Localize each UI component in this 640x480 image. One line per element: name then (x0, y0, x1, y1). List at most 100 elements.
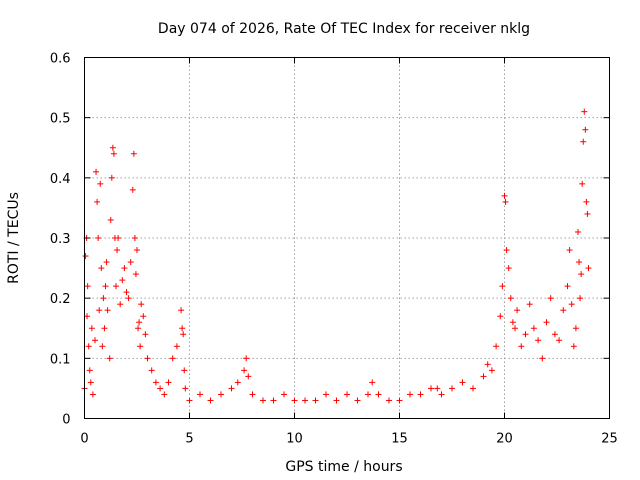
data-point (583, 198, 590, 205)
data-point (92, 337, 98, 344)
data-point (134, 247, 140, 254)
data-point (407, 391, 413, 398)
data-point (135, 325, 142, 332)
data-point (115, 235, 122, 241)
data-point (89, 391, 96, 398)
data-point (564, 283, 571, 290)
data-point (291, 397, 298, 404)
data-point (119, 277, 126, 284)
data-point (207, 397, 214, 404)
data-point (480, 373, 487, 380)
chart-title: Day 074 of 2026, Rate Of TEC Index for r… (158, 21, 530, 37)
axis-ticks: 0 5 10 15 20 25 0 0.1 0.2 0.3 0.4 0.5 0.6 (50, 52, 618, 447)
data-point (129, 186, 136, 193)
data-point (249, 391, 256, 398)
data-point (580, 138, 587, 145)
data-point (312, 397, 319, 404)
data-point (157, 385, 164, 392)
data-point (514, 307, 521, 314)
data-point (93, 168, 100, 175)
data-point (180, 331, 187, 338)
data-point (484, 361, 491, 368)
data-point (197, 391, 203, 398)
data-point (581, 108, 588, 115)
data-point (434, 385, 441, 392)
data-point (148, 367, 155, 374)
data-point (502, 198, 509, 205)
data-point (576, 259, 583, 266)
x-tick-label: 10 (286, 432, 303, 447)
x-tick-label: 20 (496, 432, 513, 447)
data-point (102, 283, 109, 290)
data-point (543, 319, 550, 326)
data-point (522, 331, 529, 338)
data-point (556, 337, 563, 344)
y-axis-label: ROTI / TECUs (6, 192, 22, 284)
data-point (375, 391, 382, 398)
data-point (186, 397, 193, 404)
data-point (109, 144, 116, 151)
data-point (365, 391, 371, 398)
x-tick-label: 25 (601, 432, 618, 447)
data-point (85, 343, 92, 350)
y-tick-label: 0.6 (50, 52, 71, 67)
plot-frame (84, 57, 610, 419)
data-point (488, 367, 495, 374)
data-point (123, 289, 130, 296)
data-point (503, 247, 510, 254)
data-point (125, 295, 132, 302)
data-point (138, 301, 145, 308)
data-point (243, 355, 250, 362)
x-axis-label: GPS time / hours (285, 459, 402, 475)
data-point (110, 150, 117, 157)
data-point (512, 325, 518, 332)
y-tick-label: 0.5 (50, 112, 71, 127)
data-point (245, 373, 252, 380)
data-point (104, 307, 111, 314)
data-point (428, 385, 434, 392)
data-point (566, 247, 573, 254)
data-point (493, 343, 500, 350)
data-point (547, 295, 554, 302)
data-point (178, 307, 185, 314)
data-point (87, 379, 94, 386)
data-point (560, 307, 567, 314)
data-point (101, 325, 108, 332)
data-point (99, 343, 106, 350)
data-point (103, 259, 110, 266)
data-point (518, 343, 525, 350)
data-point (179, 325, 186, 332)
x-tick-label: 0 (80, 432, 88, 447)
data-point (137, 343, 144, 350)
data-point (140, 313, 147, 320)
data-point (281, 391, 287, 398)
data-point (302, 397, 308, 404)
data-point (579, 180, 586, 187)
data-point (106, 355, 113, 362)
data-point (84, 283, 91, 290)
data-point (132, 271, 139, 278)
data-point (509, 319, 516, 326)
data-point (438, 391, 445, 398)
data-points (81, 108, 592, 404)
data-point (218, 391, 224, 398)
y-tick-label: 0.4 (50, 172, 71, 187)
data-point (173, 343, 180, 350)
data-point (234, 379, 241, 386)
data-point (107, 216, 114, 223)
data-point (507, 295, 514, 302)
data-point (95, 235, 102, 241)
data-point (526, 301, 533, 308)
data-point (127, 259, 134, 266)
grid (84, 57, 610, 419)
data-point (459, 379, 466, 386)
data-point (530, 325, 537, 332)
data-point (182, 385, 189, 392)
data-point (144, 355, 151, 362)
data-point (501, 192, 508, 199)
y-tick-label: 0 (62, 413, 70, 428)
data-point (121, 265, 128, 272)
data-point (449, 385, 455, 392)
data-point (88, 325, 95, 332)
